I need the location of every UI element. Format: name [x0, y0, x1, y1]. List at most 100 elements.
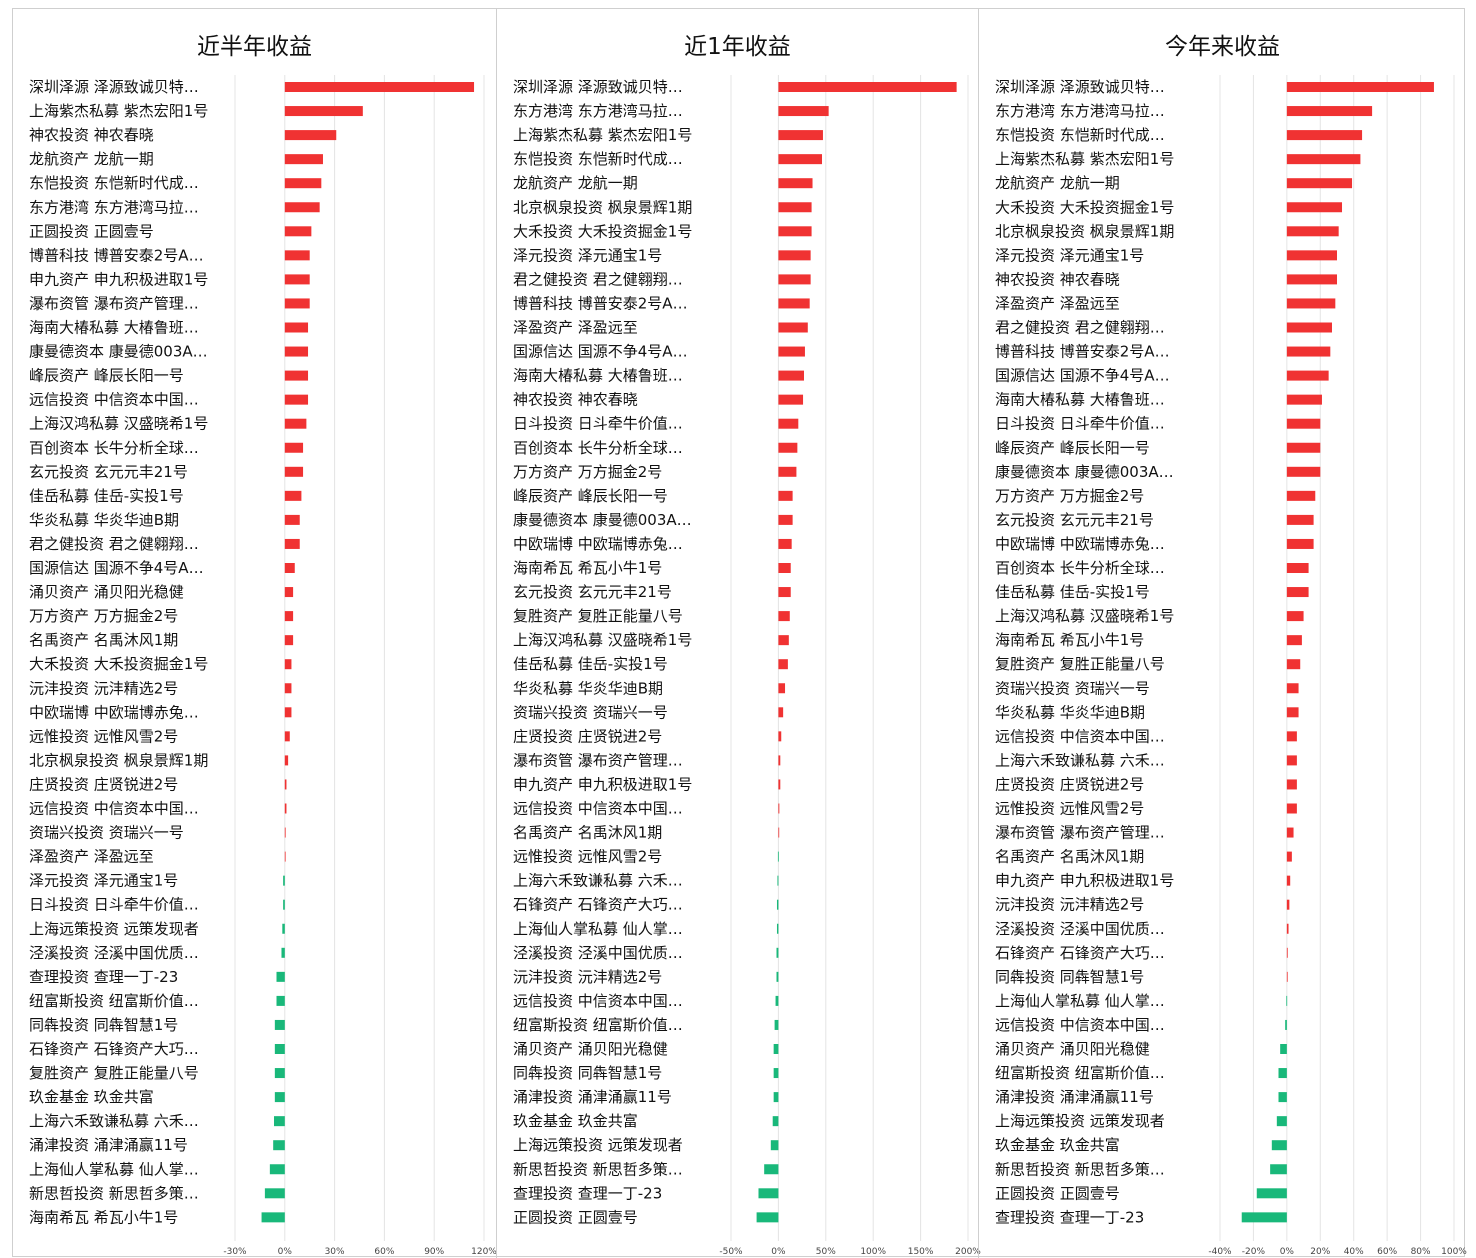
bar [778, 707, 784, 718]
category-label: 远惟投资 远惟风雪2号 [29, 727, 178, 745]
bar [1286, 202, 1343, 213]
bar [778, 587, 791, 598]
category-label: 君之健投资 君之健翱翔… [29, 535, 199, 553]
category-label: 大禾投资 大禾投资掘金1号 [29, 655, 208, 673]
x-tick-label: 60% [374, 1247, 394, 1257]
panel-half-year: 近半年收益 -30% 0% 30% 60% 90% 120% 深圳泽源 泽源致诚贝特… 上海紫… [13, 9, 497, 1258]
bar [778, 779, 781, 790]
bar [778, 298, 810, 309]
bar [777, 875, 779, 886]
bar [1286, 779, 1297, 790]
bar [758, 1188, 779, 1199]
category-label: 海南希瓦 希瓦小牛1号 [995, 631, 1144, 649]
category-label: 上海六禾致谦私募 六禾… [513, 872, 683, 890]
bar [776, 899, 779, 910]
category-label: 查理投资 查理一丁-23 [29, 968, 178, 986]
bar [284, 587, 294, 598]
bar [284, 779, 287, 790]
category-label: 远信投资 中信资本中国… [513, 992, 683, 1010]
category-label: 泽元投资 泽元通宝1号 [995, 246, 1144, 264]
category-label: 龙航资产 龙航一期 [995, 174, 1120, 192]
category-label: 上海仙人掌私募 仙人掌… [995, 992, 1165, 1010]
category-label: 中欧瑞博 中欧瑞博赤兔… [29, 703, 199, 721]
category-label: 复胜资产 复胜正能量八号 [29, 1064, 199, 1082]
category-label: 国源信达 国源不争4号A… [995, 367, 1170, 385]
bar [284, 659, 292, 670]
bar [1270, 1164, 1287, 1175]
bar [1278, 1068, 1287, 1079]
bar [282, 923, 285, 934]
bar [284, 683, 292, 694]
bar [773, 1068, 779, 1079]
category-label: 涌贝资产 涌贝阳光稳健 [513, 1040, 668, 1058]
category-label: 庄贤投资 庄贤锐进2号 [513, 727, 662, 745]
category-label: 玄元投资 玄元元丰21号 [995, 511, 1154, 529]
x-tick-label: 30% [325, 1247, 345, 1257]
category-label: 瀑布资管 瀑布资产管理… [513, 751, 683, 769]
category-label: 龙航资产 龙航一期 [513, 174, 638, 192]
bar [1286, 923, 1289, 934]
bar-chart: -40% -20% 0% 20% 40% 60% 80% 100% 深圳泽源 泽源致诚贝特… 东方… [995, 75, 1467, 1257]
bar [284, 298, 310, 309]
category-label: 深圳泽源 泽源致诚贝特… [995, 78, 1165, 96]
category-label: 正圆投资 正圆壹号 [513, 1208, 638, 1226]
panel-title: 近半年收益 [197, 34, 312, 60]
bar [1286, 514, 1314, 525]
bar [284, 250, 310, 261]
category-label: 沅沣投资 沅沣精选2号 [513, 968, 662, 986]
x-tick-label: -40% [1208, 1247, 1232, 1257]
bar [284, 731, 290, 742]
category-label: 上海紫杰私募 紫杰宏阳1号 [513, 126, 692, 144]
category-label: 佳岳私募 佳岳-实投1号 [513, 655, 668, 673]
category-label: 日斗投资 日斗牵牛价值… [513, 415, 683, 433]
bar [284, 635, 294, 646]
bar [778, 274, 811, 285]
category-label: 同犇投资 同犇智慧1号 [513, 1064, 662, 1082]
bar [1286, 587, 1309, 598]
category-label: 玖金基金 玖金共富 [513, 1112, 638, 1130]
category-label: 上海汉鸿私募 汉盛晓希1号 [995, 607, 1174, 625]
category-label: 泽元投资 泽元通宝1号 [29, 872, 178, 890]
category-label: 海南希瓦 希瓦小牛1号 [29, 1208, 178, 1226]
panel-one-year: 近1年收益 -50% 0% 50% 100% 150% 200% 深圳泽源 泽源致诚贝特… 东… [497, 9, 981, 1258]
bar [778, 490, 793, 501]
bar [778, 803, 780, 814]
bar [778, 322, 808, 333]
category-label: 康曼德资本 康曼德003A… [995, 463, 1174, 481]
bar [1286, 827, 1294, 838]
bar [1286, 755, 1297, 766]
bar [1286, 971, 1288, 982]
panel-title: 近1年收益 [684, 34, 791, 60]
bar [778, 346, 805, 357]
bar [778, 731, 782, 742]
category-label: 瀑布资管 瀑布资产管理… [995, 824, 1165, 842]
bar [1286, 947, 1288, 958]
category-label: 涌贝资产 涌贝阳光稳健 [995, 1040, 1150, 1058]
category-label: 纽富斯投资 纽富斯价值… [29, 992, 199, 1010]
category-label: 日斗投资 日斗牵牛价值… [29, 896, 199, 914]
category-label: 大禾投资 大禾投资掘金1号 [513, 222, 692, 240]
bar [776, 947, 779, 958]
bar [284, 82, 475, 92]
bar [1286, 130, 1363, 141]
category-label: 峰辰资产 峰辰长阳一号 [513, 487, 668, 505]
category-label: 国源信达 国源不争4号A… [513, 343, 688, 361]
category-label: 纽富斯投资 纽富斯价值… [995, 1064, 1165, 1082]
category-label: 君之健投资 君之健翱翔… [995, 319, 1165, 337]
category-label: 东恺投资 东恺新时代成… [29, 174, 199, 192]
category-label: 君之健投资 君之健翱翔… [513, 270, 683, 288]
category-label: 北京枫泉投资 枫泉景辉1期 [513, 198, 692, 216]
bar [778, 226, 812, 237]
category-label: 玄元投资 玄元元丰21号 [29, 463, 188, 481]
category-label: 神农投资 神农春晓 [29, 126, 154, 144]
category-label: 深圳泽源 泽源致诚贝特… [513, 78, 683, 96]
bar [269, 1164, 285, 1175]
category-label: 资瑞兴投资 资瑞兴一号 [513, 703, 668, 721]
bar [284, 418, 307, 429]
category-label: 沅沣投资 沅沣精选2号 [995, 896, 1144, 914]
category-label: 博普科技 博普安泰2号A… [513, 294, 688, 312]
bar [774, 1019, 779, 1030]
bar [273, 1140, 285, 1151]
bar [1286, 466, 1321, 477]
bar [1286, 370, 1329, 381]
